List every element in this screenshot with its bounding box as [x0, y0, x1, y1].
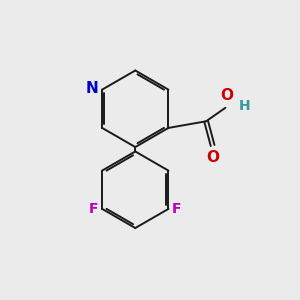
Text: O: O	[220, 88, 233, 103]
Text: H: H	[239, 99, 250, 113]
Text: N: N	[86, 81, 99, 96]
Text: F: F	[89, 202, 99, 216]
Text: O: O	[206, 150, 219, 165]
Text: F: F	[172, 202, 182, 216]
